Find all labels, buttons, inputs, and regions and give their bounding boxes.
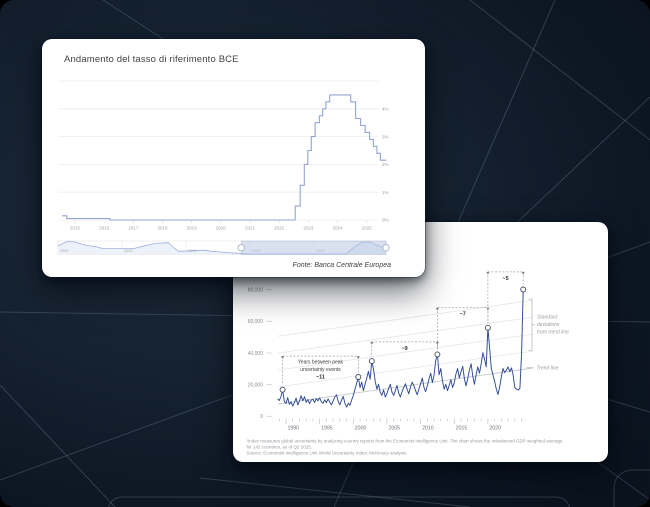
svg-text:0: 0 bbox=[260, 414, 263, 420]
svg-text:2005: 2005 bbox=[388, 426, 400, 432]
ecb-x-axis-labels: 2015 2016 2017 2018 2019 2020 2021 2022 2023 2024… bbox=[70, 220, 373, 231]
svg-text:1995: 1995 bbox=[321, 426, 333, 432]
peak-marker bbox=[434, 351, 441, 358]
svg-text:2018: 2018 bbox=[158, 226, 169, 231]
svg-text:2017: 2017 bbox=[128, 226, 139, 231]
footnote-source: Source: Economist Intelligence Unit Worl… bbox=[247, 451, 407, 456]
std-dev-bracket bbox=[528, 298, 533, 351]
navigator-handle-left[interactable] bbox=[237, 244, 245, 252]
footnote-line: for 142 countries, as of Q2 2025. bbox=[247, 445, 313, 450]
gap-arrowhead bbox=[370, 341, 374, 345]
svg-text:2000: 2000 bbox=[60, 249, 68, 253]
trend-line-label: Trend line bbox=[537, 366, 559, 372]
std-dev-label-line: from trend line bbox=[537, 330, 569, 336]
svg-text:20,000: 20,000 bbox=[248, 382, 264, 388]
svg-text:2010: 2010 bbox=[422, 426, 434, 432]
deco-line bbox=[0, 384, 116, 507]
svg-text:2024: 2024 bbox=[333, 226, 344, 231]
std-dev-band-line bbox=[277, 333, 534, 371]
svg-text:40,000: 40,000 bbox=[248, 351, 264, 357]
trend-and-band-lines bbox=[277, 299, 534, 405]
svg-text:2022: 2022 bbox=[274, 226, 285, 231]
gap-years-label: ~5 bbox=[502, 276, 508, 282]
gap-note-line: uncertainty events bbox=[300, 367, 341, 373]
peak-marker bbox=[279, 386, 286, 393]
ecb-rate-line bbox=[61, 94, 387, 221]
std-dev-label-line: deviations bbox=[537, 322, 560, 328]
footnote: ¹Index measures global uncertainty by an… bbox=[247, 439, 564, 456]
peak-markers bbox=[279, 286, 527, 393]
svg-text:2%: 2% bbox=[382, 162, 389, 167]
svg-text:2005: 2005 bbox=[124, 249, 132, 253]
svg-text:2010: 2010 bbox=[188, 249, 196, 253]
uncertainty-index-line bbox=[277, 289, 524, 408]
wui-x-axis: 1990 1995 2000 2005 2010 2015 2020 bbox=[278, 418, 522, 432]
ecb-y-axis-labels: 0% 1% 2% 3% 4% bbox=[382, 107, 389, 223]
svg-text:2000: 2000 bbox=[355, 426, 367, 432]
svg-text:80,000: 80,000 bbox=[248, 287, 264, 293]
svg-text:0%: 0% bbox=[382, 218, 389, 223]
navigator-area bbox=[58, 241, 385, 255]
deco-card-outline bbox=[108, 496, 570, 507]
gap-arrowhead bbox=[281, 356, 285, 360]
ecb-rate-chart: 0%1%2%3%4%2015 2016 2017 2018 2019 2020 2021 20… bbox=[57, 80, 390, 255]
ecb-rate-card: Andamento del tasso di riferimento BCE 0… bbox=[42, 39, 425, 277]
svg-text:2015: 2015 bbox=[456, 426, 468, 432]
svg-text:3%: 3% bbox=[382, 134, 389, 139]
gap-arrowhead bbox=[435, 341, 439, 345]
gap-arrowhead bbox=[356, 356, 360, 360]
std-dev-band-line bbox=[277, 316, 534, 354]
peak-marker bbox=[355, 374, 362, 380]
svg-text:2019: 2019 bbox=[187, 226, 198, 231]
svg-text:1990: 1990 bbox=[288, 426, 300, 432]
svg-text:2023: 2023 bbox=[303, 226, 314, 231]
gap-arrowhead bbox=[486, 271, 490, 275]
svg-text:2015: 2015 bbox=[70, 226, 81, 231]
gap-note-line: Years between peak bbox=[298, 360, 344, 366]
peak-marker bbox=[368, 358, 375, 365]
gap-arrowhead bbox=[435, 307, 439, 311]
footnote-line: ¹Index measures global uncertainty by an… bbox=[247, 439, 564, 444]
svg-text:1%: 1% bbox=[382, 190, 389, 195]
peak-marker bbox=[520, 286, 527, 293]
svg-text:2021: 2021 bbox=[245, 226, 256, 231]
wui-y-axis: 0 20,000 40,000 60,000 80,000 bbox=[248, 287, 272, 420]
peak-marker bbox=[484, 324, 491, 331]
navigator-selection[interactable] bbox=[240, 240, 387, 255]
svg-text:2016: 2016 bbox=[99, 226, 110, 231]
std-dev-label-line: Standard bbox=[537, 315, 558, 321]
svg-text:2020: 2020 bbox=[216, 226, 227, 231]
gap-arrowhead bbox=[521, 271, 525, 275]
uncertainty-index-chart: 0 20,000 40,000 60,000 80,000 1990 1995 2000 200… bbox=[247, 271, 569, 456]
trend-line bbox=[277, 367, 534, 405]
deco-line bbox=[199, 477, 471, 507]
svg-text:4%: 4% bbox=[382, 107, 389, 112]
chart-title: Andamento del tasso di riferimento BCE bbox=[64, 54, 239, 65]
deco-card-outline bbox=[613, 469, 650, 507]
std-dev-band-line bbox=[277, 299, 534, 337]
gap-years-label: ~11 bbox=[316, 375, 325, 381]
gap-years-label: ~9 bbox=[401, 346, 407, 352]
navigator-handle-right[interactable] bbox=[382, 244, 390, 252]
gap-years-label: ~7 bbox=[460, 312, 466, 318]
deco-line bbox=[469, 0, 650, 141]
svg-text:2025: 2025 bbox=[362, 226, 373, 231]
svg-text:60,000: 60,000 bbox=[248, 319, 264, 325]
svg-text:2020: 2020 bbox=[489, 426, 501, 432]
source-note: Fonte: Banca Centrale Europea bbox=[292, 262, 391, 269]
